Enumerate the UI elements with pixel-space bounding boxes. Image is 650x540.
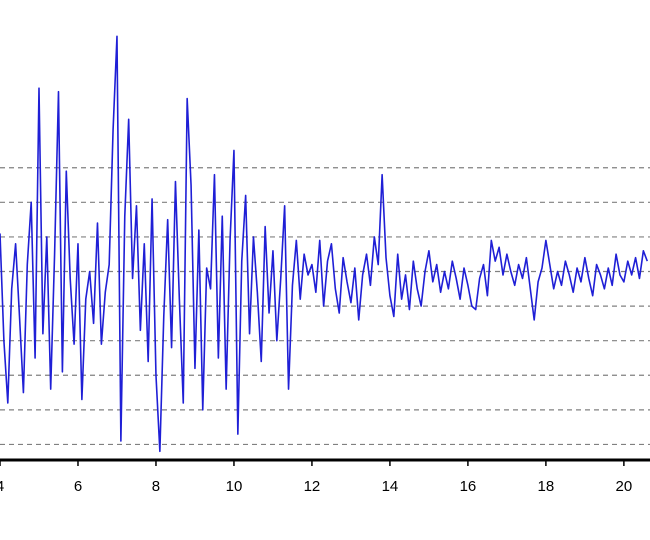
x-tick-label: 14 — [382, 478, 399, 495]
signal-line — [0, 35, 649, 453]
x-tick-label: 12 — [304, 478, 321, 495]
x-tick-label: 4 — [0, 478, 4, 495]
x-tick-label: 8 — [152, 478, 160, 495]
x-tick-label: 20 — [616, 478, 633, 495]
x-tick-label: 18 — [538, 478, 555, 495]
x-tick-label: 6 — [74, 478, 82, 495]
x-tick-label: 10 — [226, 478, 243, 495]
x-tick-label: 16 — [460, 478, 477, 495]
